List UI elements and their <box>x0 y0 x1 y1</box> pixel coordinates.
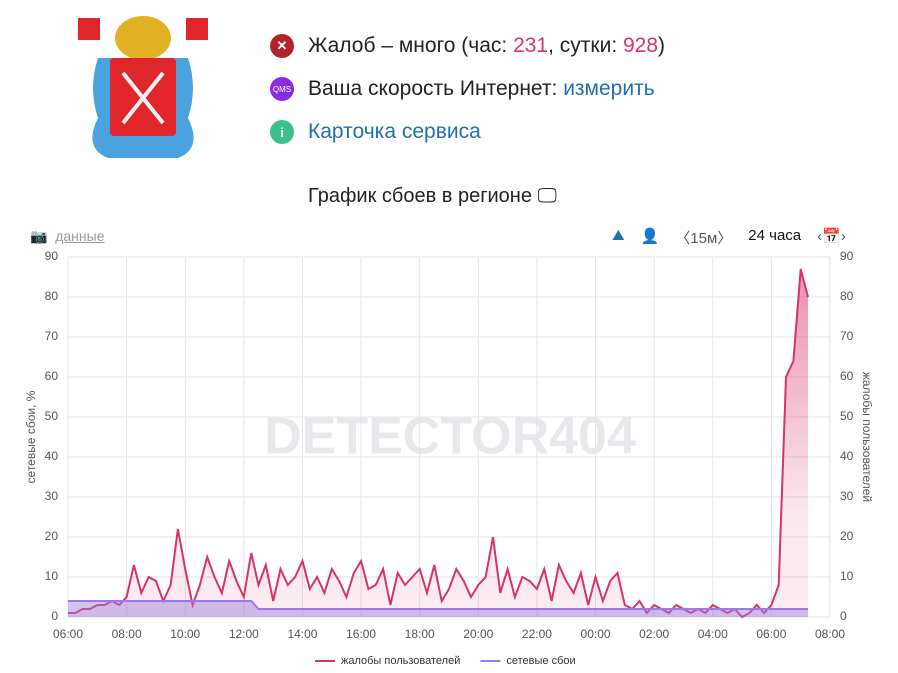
y2-axis-label: жалобы пользователей <box>860 372 874 502</box>
error-icon: ✕ <box>270 34 294 58</box>
y2-tick-label: 70 <box>840 329 854 343</box>
y2-tick-label: 50 <box>840 409 854 423</box>
toolbar-right: ⛰ 👤 〈15м〉 24 часа ‹📅› <box>612 227 846 248</box>
day-count: 928 <box>622 34 659 57</box>
qms-icon: QMS <box>270 77 294 101</box>
legend-label: сетевые сбои <box>506 655 575 667</box>
user-icon[interactable]: 👤 <box>640 228 660 245</box>
toolbar-left: 📷 данные <box>30 228 105 245</box>
y-tick-label: 40 <box>45 449 59 463</box>
complaints-row: ✕ Жалоб – много (час: 231, сутки: 928) <box>270 34 665 58</box>
card-row: i Карточка сервиса <box>270 120 481 144</box>
text: ) <box>658 34 666 57</box>
x-tick-label: 18:00 <box>405 627 435 641</box>
area <box>68 269 809 617</box>
y-tick-label: 0 <box>51 609 58 623</box>
x-tick-label: 08:00 <box>112 627 142 641</box>
x-tick-label: 16:00 <box>346 627 376 641</box>
speed: Ваша скорость Интернет: измерить <box>308 77 655 101</box>
y2-tick-label: 40 <box>840 449 854 463</box>
y-tick-label: 10 <box>45 569 59 583</box>
line <box>68 600 808 610</box>
y2-tick-label: 60 <box>840 369 854 383</box>
y-tick-label: 70 <box>45 329 59 343</box>
y-tick-label: 90 <box>45 249 59 263</box>
legend-label: жалобы пользователей <box>341 655 460 667</box>
text: Ваша скорость Интернет: <box>308 77 564 100</box>
x-tick-label: 00:00 <box>581 627 611 641</box>
crown <box>115 16 171 60</box>
complaints: Жалоб – много (час: 231, сутки: 928) <box>308 34 665 58</box>
info-icon: i <box>270 120 294 144</box>
y2-tick-label: 30 <box>840 489 854 503</box>
period[interactable]: 24 часа <box>748 227 802 244</box>
watermark: DETECTOR404 <box>264 408 636 466</box>
measure-link[interactable]: измерить <box>563 77 655 100</box>
y-tick-label: 80 <box>45 289 59 303</box>
text: Жалоб – много (час: <box>308 34 514 57</box>
x-tick-label: 20:00 <box>463 627 493 641</box>
y-axis-label: сетевые сбои, % <box>24 390 38 483</box>
heading: График сбоев в регионе 🖵 <box>308 185 557 208</box>
y2-tick-label: 80 <box>840 289 854 303</box>
x-tick-label: 10:00 <box>170 627 200 641</box>
x-tick-label: 14:00 <box>287 627 317 641</box>
x-tick-label: 08:00 <box>815 627 845 641</box>
y2-tick-label: 10 <box>840 569 854 583</box>
y-tick-label: 50 <box>45 409 59 423</box>
x-tick-label: 02:00 <box>639 627 669 641</box>
camera-icon[interactable]: 📷 <box>30 228 48 244</box>
monitor-icon: 🖵 <box>537 185 557 207</box>
hour-count: 231 <box>513 34 549 57</box>
y2-tick-label: 0 <box>840 609 847 623</box>
chart-icon[interactable]: ⛰ <box>612 227 625 244</box>
y-tick-label: 60 <box>45 369 59 383</box>
y-tick-label: 20 <box>45 529 59 543</box>
x-tick-label: 12:00 <box>229 627 259 641</box>
x-tick-label: 06:00 <box>756 627 786 641</box>
keys <box>121 71 165 125</box>
eagle-left <box>78 18 100 40</box>
speed-row: QMS Ваша скорость Интернет: измерить <box>270 77 655 101</box>
coat-of-arms <box>78 16 208 158</box>
data-link[interactable]: данные <box>55 228 105 244</box>
area <box>68 601 809 617</box>
y2-tick-label: 90 <box>840 249 854 263</box>
x-tick-label: 22:00 <box>522 627 552 641</box>
y2-tick-label: 20 <box>840 529 854 543</box>
card-link[interactable]: Карточка сервиса <box>308 120 481 143</box>
line <box>68 268 809 619</box>
text: , сутки: <box>548 34 623 57</box>
y-tick-label: 30 <box>45 489 59 503</box>
eagle-right <box>186 18 208 40</box>
x-tick-label: 06:00 <box>53 627 83 641</box>
chart-heading: График сбоев в регионе <box>308 185 532 207</box>
x-tick-label: 04:00 <box>698 627 728 641</box>
interval[interactable]: 〈15м〉 <box>675 230 733 247</box>
calendar-nav[interactable]: ‹📅› <box>817 228 846 245</box>
